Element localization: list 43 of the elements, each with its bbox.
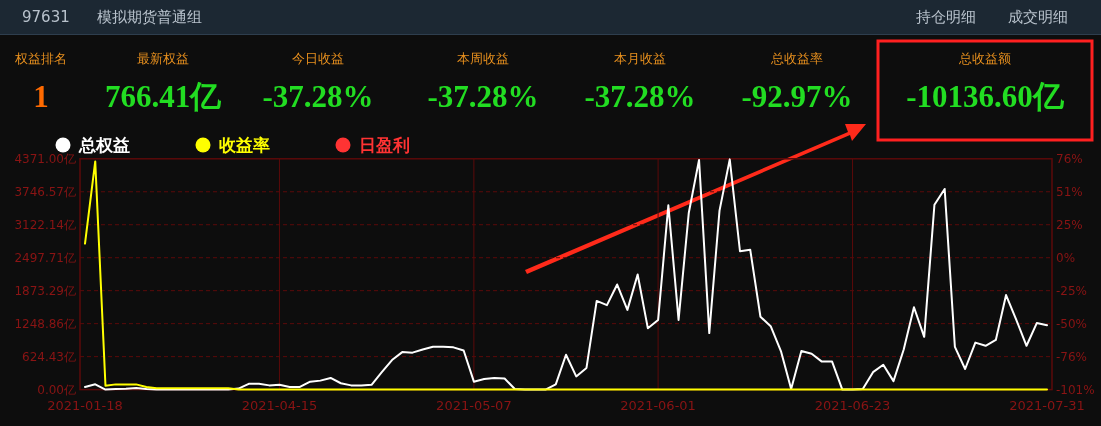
text: -10136.60亿	[906, 79, 1064, 114]
y-tick-label: 4371.00亿	[14, 151, 76, 166]
text: 成交明细	[1008, 8, 1068, 26]
y2-tick-label: -25%	[1056, 283, 1088, 298]
x-tick-label: 2021-07-31	[1009, 398, 1085, 413]
category-label: 本月收益	[614, 51, 666, 66]
legend-label: 总权益	[78, 135, 130, 155]
y-tick-label: 1873.29亿	[14, 283, 76, 298]
y-tick-label: 0.00亿	[37, 382, 76, 397]
y2-tick-label: 51%	[1056, 184, 1083, 199]
y-tick-label: 624.43亿	[22, 349, 76, 364]
legend-label: 收益率	[219, 135, 270, 155]
text: -37.28%	[427, 79, 539, 114]
y-tick-label: 3746.57亿	[14, 184, 76, 199]
text: 97631	[22, 8, 70, 26]
text: -37.28%	[584, 79, 696, 114]
category-label: 权益排名	[14, 51, 67, 66]
y-tick-label: 2497.71亿	[14, 250, 76, 265]
text: -92.97%	[741, 79, 853, 114]
y-tick-label: 1248.86亿	[14, 316, 76, 331]
y2-tick-label: 76%	[1056, 151, 1083, 166]
text: -37.28%	[262, 79, 374, 114]
category-label: 今日收益	[292, 51, 344, 66]
category-label: 最新权益	[137, 51, 189, 66]
category-label: 总收益率	[770, 51, 823, 66]
x-tick-label: 2021-01-18	[47, 398, 123, 413]
legend-label: 日盈利	[359, 135, 410, 155]
y2-tick-label: -101%	[1056, 382, 1095, 397]
x-tick-label: 2021-06-23	[814, 398, 891, 413]
y2-tick-label: 0%	[1056, 250, 1076, 265]
x-tick-label: 2021-04-15	[241, 398, 318, 413]
y-tick-label: 3122.14亿	[14, 217, 76, 232]
x-tick-label: 2021-06-01	[620, 398, 696, 413]
x-tick-label: 2021-05-07	[436, 398, 512, 413]
category-label: 本周收益	[457, 51, 509, 66]
text: 持仓明细	[916, 8, 976, 26]
y2-tick-label: 25%	[1056, 217, 1083, 232]
text: 766.41亿	[104, 79, 222, 114]
y2-tick-label: -76%	[1056, 349, 1088, 364]
category-label: 总收益额	[958, 51, 1011, 66]
y2-tick-label: -50%	[1056, 316, 1088, 331]
text: 模拟期货普通组	[97, 8, 202, 26]
text: 1	[33, 79, 49, 114]
